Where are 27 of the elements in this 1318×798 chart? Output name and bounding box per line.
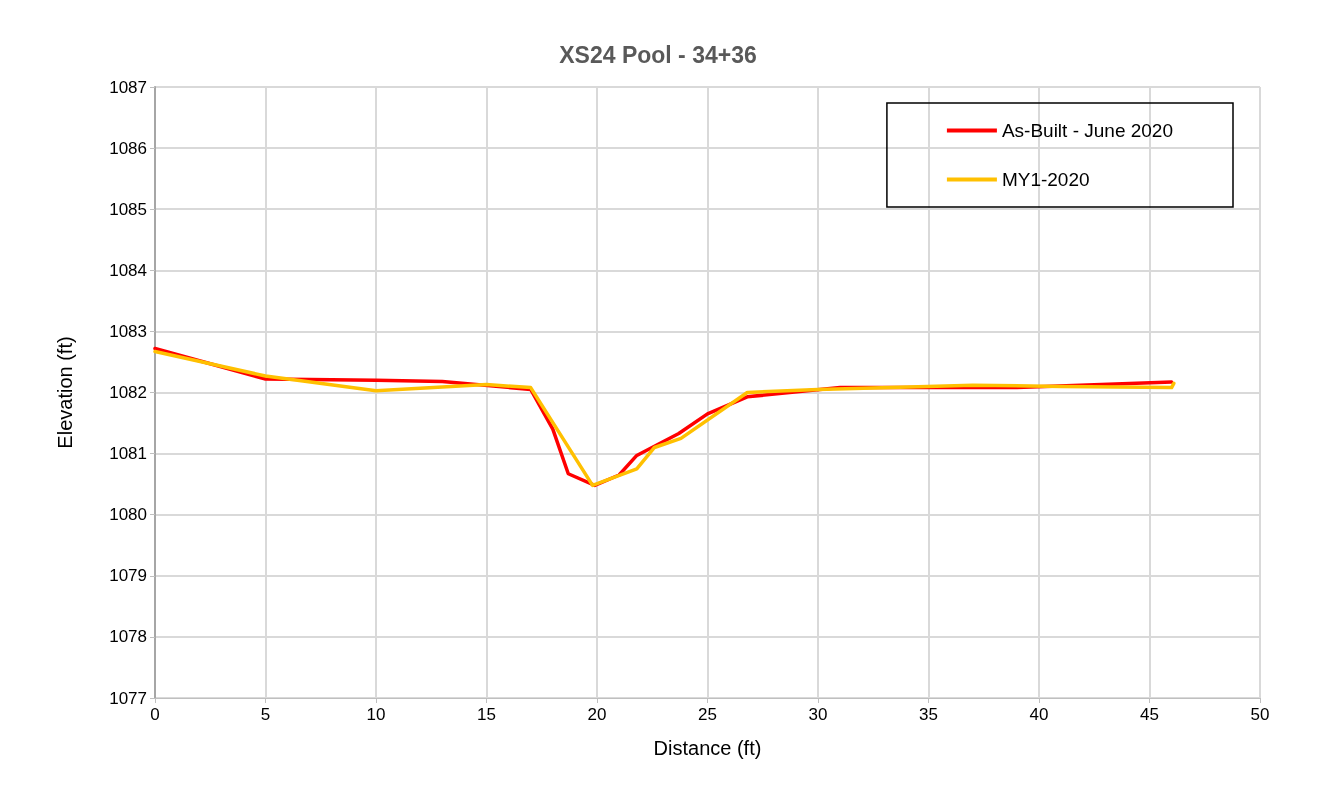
y-axis-title: Elevation (ft) xyxy=(54,336,76,449)
x-tick-label: 35 xyxy=(919,705,938,724)
y-tick-label: 1082 xyxy=(109,383,147,402)
x-tick-label: 10 xyxy=(366,705,386,724)
y-tick-label: 1079 xyxy=(109,566,147,586)
x-tick-label: 5 xyxy=(260,705,271,724)
y-tick-label: 1086 xyxy=(109,138,147,158)
x-tick-label: 15 xyxy=(477,705,496,724)
x-axis-title: Distance (ft) xyxy=(653,737,762,759)
chart-title: XS24 Pool - 34+36 xyxy=(559,41,757,68)
y-tick-label: 1085 xyxy=(109,199,147,219)
legend-label: MY1-2020 xyxy=(1001,169,1090,190)
x-tick-label: 25 xyxy=(698,705,717,724)
x-tick-label: 40 xyxy=(1029,705,1049,724)
legend-label: As-Built - June 2020 xyxy=(1001,120,1173,141)
y-tick-label: 1081 xyxy=(109,444,147,464)
y-tick-label: 1077 xyxy=(109,688,147,708)
x-tick-label: 0 xyxy=(150,705,160,724)
x-tick-label: 30 xyxy=(808,705,828,724)
y-tick-label: 1084 xyxy=(109,260,147,280)
x-tick-label: 20 xyxy=(587,705,607,724)
y-tick-label: 1087 xyxy=(109,77,147,97)
y-tick-label: 1078 xyxy=(109,627,147,647)
x-tick-label: 50 xyxy=(1250,705,1270,724)
y-tick-label: 1080 xyxy=(109,505,147,525)
x-tick-label: 45 xyxy=(1140,705,1159,724)
y-tick-label: 1083 xyxy=(109,321,147,341)
